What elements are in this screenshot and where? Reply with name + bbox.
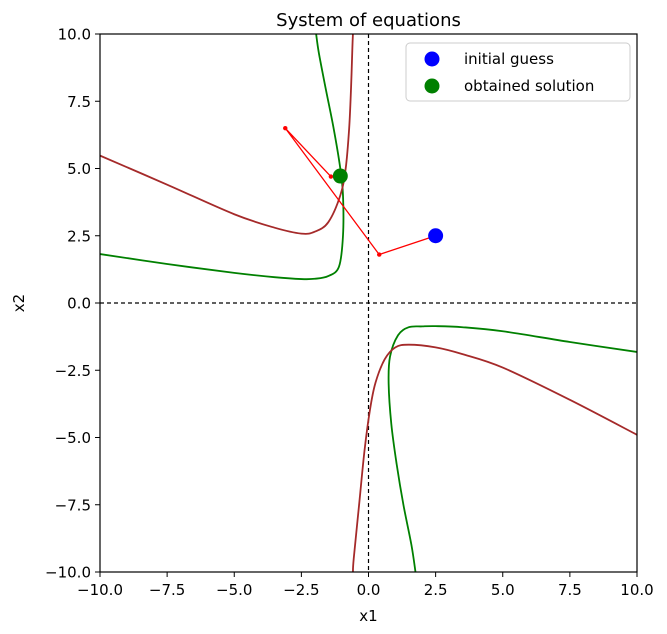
legend-label-initial-guess: initial guess <box>464 50 554 68</box>
curve-0-branch-1 <box>387 325 637 572</box>
chart-title: System of equations <box>276 10 461 31</box>
marker-initial-guess <box>428 228 444 244</box>
y-tick-label-4: 0.0 <box>67 295 91 313</box>
iteration-point-1 <box>377 252 382 257</box>
legend: initial guess obtained solution <box>405 42 631 102</box>
y-axis-title: x2 <box>10 294 28 312</box>
iteration-point-3 <box>328 174 334 179</box>
x-tick-label-4: 0.0 <box>357 581 381 599</box>
x-tick-label-6: 5.0 <box>491 581 515 599</box>
x-tick-label-2: −5.0 <box>216 581 252 599</box>
y-tick-label-8: 10.0 <box>58 26 91 44</box>
curve-1-branch-0 <box>100 34 354 235</box>
y-tick-label-5: 2.5 <box>67 227 91 245</box>
curve-1-branch-1 <box>352 343 637 572</box>
x-tick-label-5: 2.5 <box>424 581 448 599</box>
x-tick-label-3: −2.5 <box>283 581 319 599</box>
x-tick-label-0: −10.0 <box>77 581 123 599</box>
y-tick-label-7: 7.5 <box>67 93 91 111</box>
y-tick-label-2: −5.0 <box>55 429 91 447</box>
legend-label-obtained-solution: obtained solution <box>464 77 594 95</box>
x-axis-title: x1 <box>359 607 377 625</box>
y-tick-label-6: 5.0 <box>67 160 91 178</box>
x-tick-label-7: 7.5 <box>558 581 582 599</box>
legend-marker-obtained-solution <box>424 78 440 94</box>
y-tick-label-0: −10.0 <box>45 564 91 582</box>
marker-obtained-solution <box>332 168 348 184</box>
y-tick-label-3: −2.5 <box>55 362 91 380</box>
x-tick-label-1: −7.5 <box>149 581 185 599</box>
curve-0-branch-0 <box>100 34 345 281</box>
legend-marker-initial-guess <box>424 51 440 67</box>
legend-box <box>405 42 631 102</box>
iteration-path <box>284 127 436 256</box>
iteration-point-2 <box>283 125 288 131</box>
x-tick-label-8: 10.0 <box>620 581 653 599</box>
y-tick-label-1: −7.5 <box>55 496 91 514</box>
